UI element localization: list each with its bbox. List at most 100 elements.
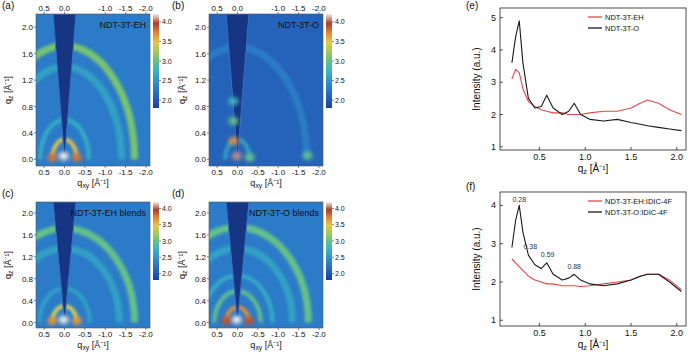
y-tick-label: 0.8 [195, 103, 207, 112]
x-tick [539, 147, 540, 150]
y-tick [34, 132, 36, 133]
y-tick [207, 106, 209, 107]
panel-label: (e) [466, 0, 478, 11]
panel: 0.50.0-0.5-1.0-1.5-2.00.50.0-1.0-1.5-2.0… [0, 0, 172, 190]
colorbar-tick-label: 3.0 [335, 238, 345, 245]
panel-label: (d) [172, 188, 184, 199]
y-tick [207, 300, 209, 301]
colorbar-tick [159, 100, 161, 101]
x-tick-label: 1.5 [625, 328, 638, 338]
frame [209, 14, 323, 166]
y-tick [34, 106, 36, 107]
frame [36, 14, 150, 166]
y-tick [207, 53, 209, 54]
colorbar [326, 202, 332, 280]
x-tick-label: -1.5 [119, 330, 133, 339]
y-tick-label: 0.4 [22, 129, 34, 138]
text-part: [Å⁻¹] [89, 178, 109, 188]
colorbar-tick-label: 2.5 [335, 254, 345, 261]
plot-area [512, 21, 682, 131]
y-tick [207, 212, 209, 213]
colorbar-tick-label: 3.5 [335, 38, 345, 45]
text-part: [Å⁻¹] [587, 162, 609, 174]
colorbar-tick [332, 224, 334, 225]
colorbar-tick [332, 241, 334, 242]
spot [72, 317, 82, 325]
legend-label: NDT-3T-O [605, 24, 639, 33]
x-tick-label: 0.5 [533, 152, 546, 162]
y-tick [34, 322, 36, 323]
x-tick-label: 0.5 [533, 328, 546, 338]
y-tick-label: 1.2 [22, 76, 34, 85]
plot-area [209, 202, 323, 328]
y-tick [34, 300, 36, 301]
x-tick-label: 2.0 [671, 328, 684, 338]
y-tick-label: 0.0 [22, 155, 34, 164]
x-tick-label: 0.0 [59, 168, 71, 177]
x-tick-label: 0.0 [232, 330, 244, 339]
colorbar-tick-label: 3.0 [162, 58, 172, 65]
ring [36, 249, 119, 323]
x-axis-label: qxy [Å⁻¹] [250, 178, 281, 190]
x2-tick-label: 0.5 [212, 4, 224, 13]
colorbar-tick [159, 41, 161, 42]
y-tick-label: 1.6 [195, 50, 207, 59]
x-tick-label: -2.0 [139, 168, 153, 177]
x-tick-label: 0.0 [232, 168, 244, 177]
panel: 0.51.01.52.01234qz [Å⁻¹]Intensity (a.u.)… [466, 181, 686, 352]
colorbar-tick [332, 257, 334, 258]
colorbar-tick [332, 273, 334, 274]
y-tick [207, 159, 209, 160]
y-tick-label: 1.2 [22, 253, 34, 262]
colorbar-tick-label: 3.0 [335, 58, 345, 65]
legend-label: NDT-3T-EH:IDIC-4F [605, 197, 673, 206]
panel-label: (b) [172, 0, 184, 11]
annotation: 0.38 [523, 243, 537, 250]
y-tick-label: 4 [491, 200, 496, 210]
missing-wedge [226, 14, 249, 159]
plot-area [36, 14, 150, 166]
plot-area [209, 14, 323, 166]
spot [47, 153, 57, 161]
x2-tick-label: -1.0 [98, 4, 112, 13]
x2-tick-label: -2.0 [139, 4, 153, 13]
colorbar-tick-label: 2.5 [162, 254, 172, 261]
spot [245, 153, 255, 161]
series-line [512, 205, 682, 291]
y-tick [34, 234, 36, 235]
panel: 0.50.0-0.5-1.0-1.5-2.00.00.40.81.21.62.0… [0, 188, 172, 352]
x-tick-label: -2.0 [312, 168, 326, 177]
x-tick-label: -0.5 [78, 330, 92, 339]
y-tick-label: 2 [491, 110, 496, 120]
y-tick-label: 0.4 [195, 129, 207, 138]
plot-area [512, 205, 682, 291]
colorbar-tick [332, 208, 334, 209]
y-tick [34, 80, 36, 81]
y-tick-label: 1 [491, 142, 496, 152]
y-tick-label: 0.8 [22, 103, 34, 112]
y-tick [500, 243, 503, 244]
panel: 0.50.0-0.5-1.0-1.5-2.00.50.0-1.0-1.5-2.0… [168, 0, 345, 190]
panel-title: NDT-3T-EH [99, 20, 146, 30]
spot [244, 317, 254, 325]
text-part: [Å⁻¹] [262, 178, 282, 188]
x-tick-label: 2.0 [671, 152, 684, 162]
ring [209, 227, 308, 322]
y-tick-label: 2.0 [22, 209, 34, 218]
annotation: 0.88 [567, 263, 581, 270]
missing-wedge [226, 202, 249, 323]
y-tick [500, 320, 503, 321]
legend-label: NDT-3T-O:IDIC-4F [605, 208, 668, 217]
text-part: [Å⁻¹] [89, 340, 109, 350]
legend-swatch [588, 16, 602, 17]
y-tick [500, 281, 503, 282]
y-tick-label: 0.4 [195, 297, 207, 306]
panel-title: NDT-3T-O blends [249, 208, 320, 218]
x-tick-label: 1.5 [625, 152, 638, 162]
colorbar-tick-label: 3.5 [162, 221, 172, 228]
text-part: [Å⁻¹] [3, 76, 13, 96]
x-tick-label: 0.5 [212, 330, 224, 339]
frame [500, 8, 686, 150]
ring [209, 249, 292, 323]
y-tick-label: 3 [491, 77, 496, 87]
